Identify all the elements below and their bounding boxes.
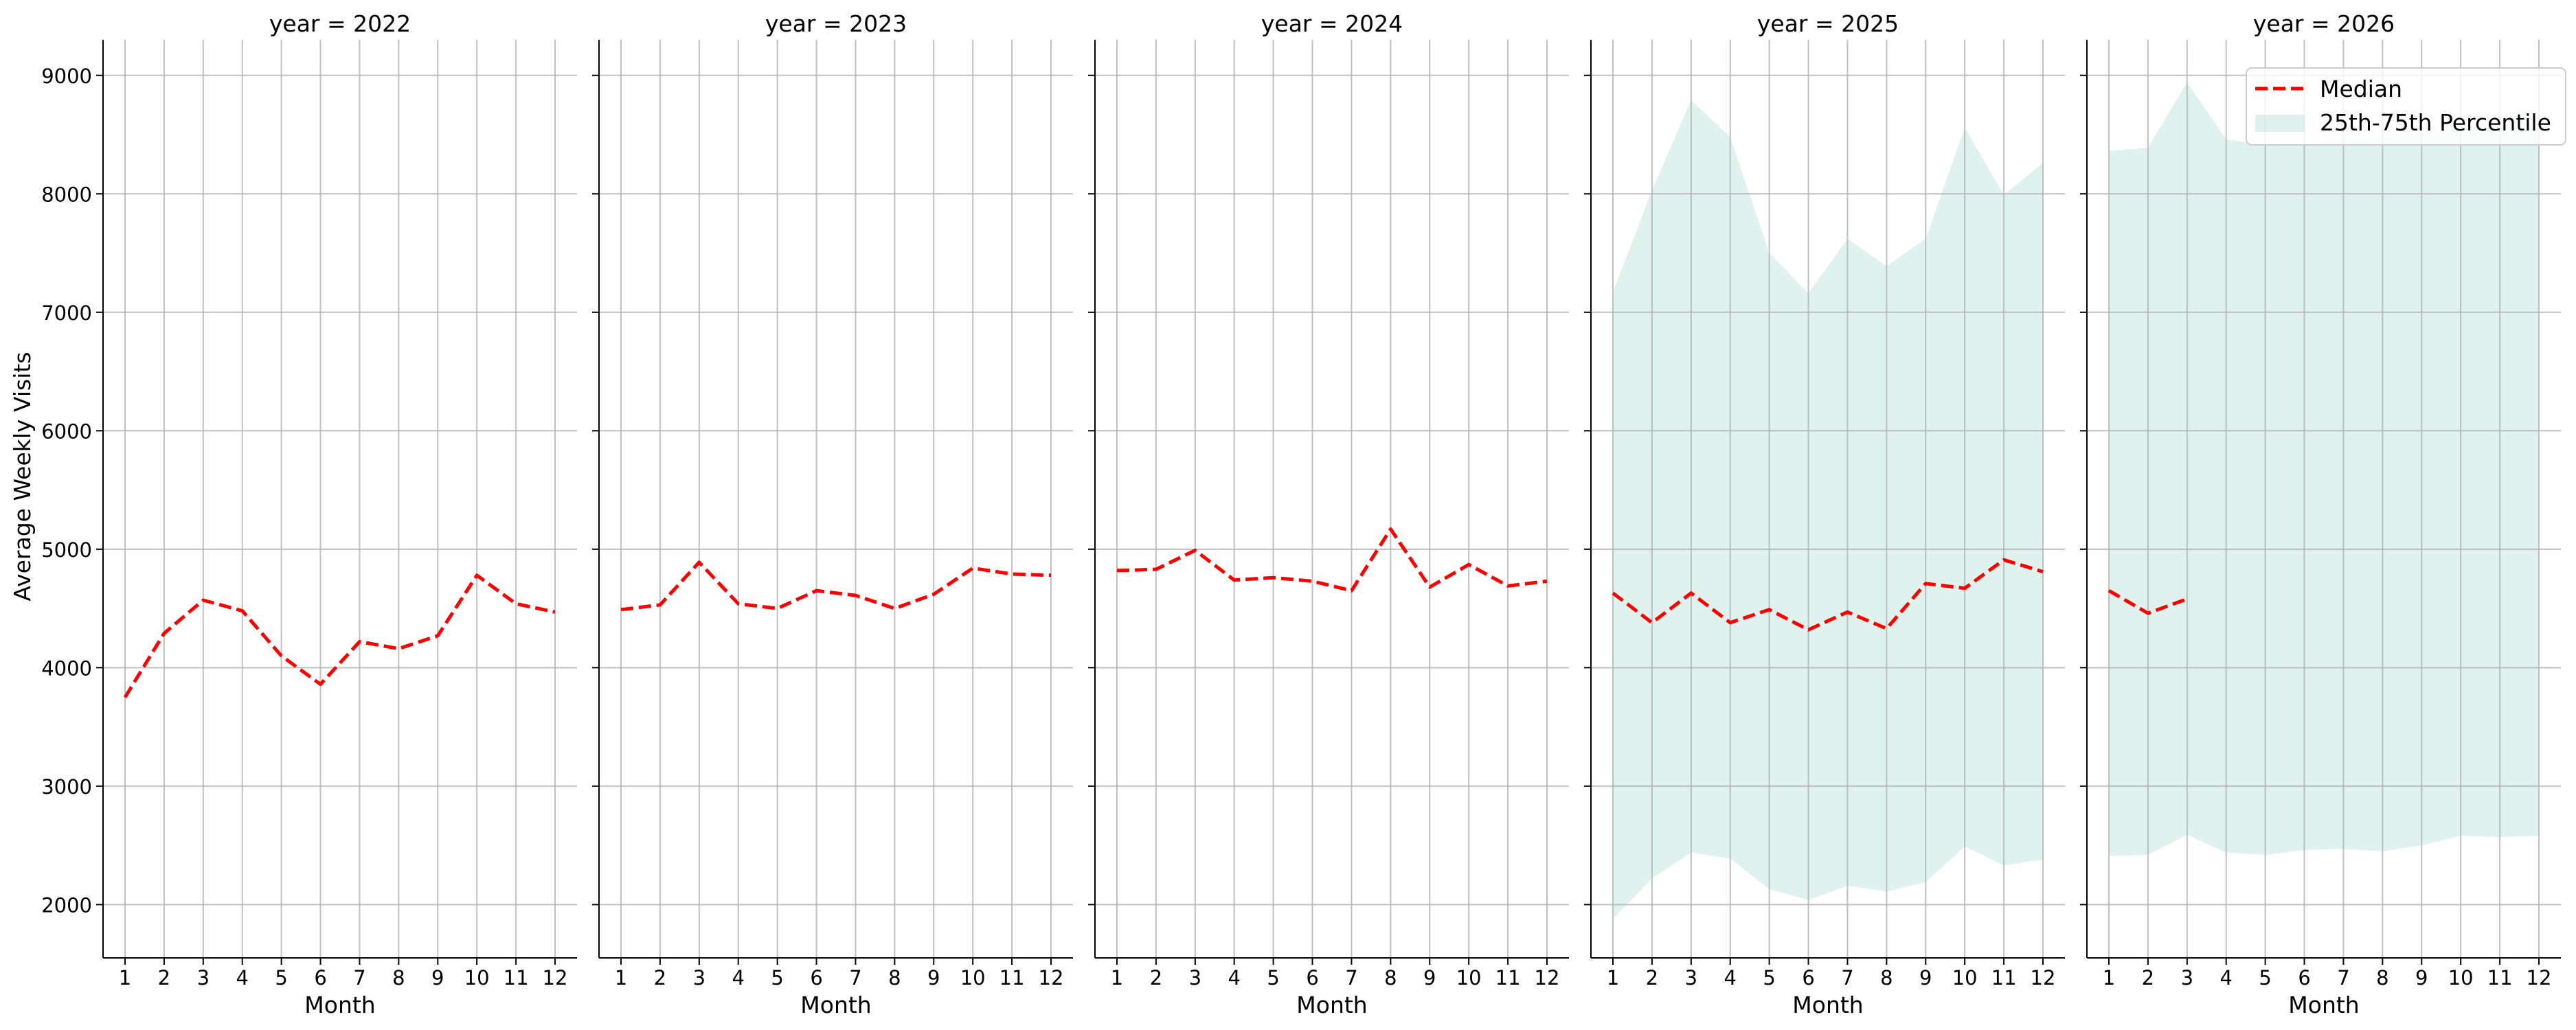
x-tick-label: 9 bbox=[431, 966, 444, 989]
x-tick-label: 4 bbox=[1228, 966, 1241, 989]
x-axis-label: Month bbox=[1296, 992, 1367, 1018]
x-axis-label: Month bbox=[2288, 992, 2359, 1018]
x-tick-label: 6 bbox=[1802, 966, 1814, 989]
x-tick-label: 7 bbox=[1841, 966, 1853, 989]
x-tick-label: 2 bbox=[158, 966, 170, 989]
x-tick-label: 4 bbox=[236, 966, 249, 989]
legend-median-label: Median bbox=[2320, 76, 2402, 102]
x-tick-label: 6 bbox=[810, 966, 822, 989]
median-line bbox=[1612, 558, 2044, 632]
y-tick-label: 8000 bbox=[41, 183, 92, 206]
x-tick-label: 5 bbox=[1763, 966, 1775, 989]
panel-title: year = 2024 bbox=[1261, 10, 1403, 37]
x-tick-label: 5 bbox=[771, 966, 783, 989]
x-axis-label: Month bbox=[304, 992, 375, 1018]
y-tick-label: 6000 bbox=[41, 420, 92, 443]
x-tick-label: 3 bbox=[2181, 966, 2193, 989]
x-tick-label: 10 bbox=[1952, 966, 1978, 989]
y-tick-label: 5000 bbox=[41, 538, 92, 562]
x-tick-label: 9 bbox=[1423, 966, 1436, 989]
legend: Median 25th-75th Percentile bbox=[2246, 67, 2566, 146]
x-tick-label: 5 bbox=[1267, 966, 1279, 989]
x-tick-label: 1 bbox=[119, 966, 131, 989]
y-axis-label: Average Weekly Visits bbox=[9, 352, 36, 601]
x-tick-label: 8 bbox=[1384, 966, 1397, 989]
x-tick-label: 11 bbox=[504, 966, 529, 989]
x-tick-label: 6 bbox=[1306, 966, 1318, 989]
x-tick-label: 2 bbox=[1646, 966, 1658, 989]
median-line bbox=[1116, 527, 1548, 593]
x-tick-label: 2 bbox=[2142, 966, 2154, 989]
percentile-band bbox=[1613, 100, 2043, 919]
panel-title: year = 2022 bbox=[269, 10, 411, 37]
x-tick-label: 12 bbox=[1039, 966, 1064, 989]
x-tick-label: 5 bbox=[275, 966, 287, 989]
x-tick-label: 6 bbox=[2298, 966, 2310, 989]
x-tick-label: 11 bbox=[999, 966, 1025, 989]
x-tick-label: 9 bbox=[1919, 966, 1932, 989]
x-tick-label: 9 bbox=[927, 966, 940, 989]
percentile-band bbox=[2109, 82, 2539, 856]
x-tick-label: 10 bbox=[960, 966, 986, 989]
x-tick-label: 3 bbox=[1685, 966, 1697, 989]
x-tick-label: 10 bbox=[2448, 966, 2474, 989]
x-tick-label: 4 bbox=[1724, 966, 1737, 989]
x-tick-label: 10 bbox=[1456, 966, 1482, 989]
x-tick-label: 9 bbox=[2415, 966, 2428, 989]
median-line bbox=[620, 560, 1052, 612]
x-axis-label: Month bbox=[800, 992, 871, 1018]
x-tick-label: 11 bbox=[1991, 966, 2017, 989]
legend-band-label: 25th-75th Percentile bbox=[2320, 109, 2551, 136]
y-tick-label: 7000 bbox=[41, 301, 92, 325]
x-tick-label: 6 bbox=[314, 966, 326, 989]
x-tick-label: 11 bbox=[2487, 966, 2513, 989]
x-tick-label: 12 bbox=[2031, 966, 2056, 989]
x-tick-label: 1 bbox=[615, 966, 627, 989]
x-tick-label: 12 bbox=[543, 966, 568, 989]
panel-title: year = 2026 bbox=[2253, 10, 2395, 37]
x-tick-label: 8 bbox=[888, 966, 901, 989]
x-tick-label: 4 bbox=[2220, 966, 2233, 989]
panel-title: year = 2023 bbox=[765, 10, 907, 37]
panel-title: year = 2025 bbox=[1757, 10, 1899, 37]
x-axis-label: Month bbox=[1792, 992, 1863, 1018]
x-tick-label: 5 bbox=[2259, 966, 2271, 989]
x-tick-label: 7 bbox=[2337, 966, 2349, 989]
y-tick-label: 3000 bbox=[41, 775, 92, 799]
x-tick-label: 3 bbox=[1189, 966, 1201, 989]
x-tick-label: 2 bbox=[654, 966, 666, 989]
x-tick-label: 1 bbox=[2103, 966, 2115, 989]
x-tick-label: 12 bbox=[2527, 966, 2552, 989]
median-line bbox=[123, 573, 556, 698]
x-tick-label: 1 bbox=[1111, 966, 1123, 989]
x-tick-label: 1 bbox=[1607, 966, 1619, 989]
x-tick-label: 3 bbox=[197, 966, 210, 989]
x-tick-label: 4 bbox=[732, 966, 745, 989]
x-tick-label: 2 bbox=[1150, 966, 1162, 989]
x-tick-label: 3 bbox=[693, 966, 705, 989]
x-tick-label: 7 bbox=[849, 966, 861, 989]
x-tick-label: 10 bbox=[464, 966, 490, 989]
x-tick-label: 12 bbox=[1535, 966, 1560, 989]
x-tick-label: 7 bbox=[353, 966, 365, 989]
x-tick-label: 8 bbox=[2376, 966, 2388, 989]
x-tick-label: 8 bbox=[392, 966, 405, 989]
y-tick-label: 4000 bbox=[41, 656, 92, 680]
legend-frame bbox=[2246, 67, 2566, 146]
x-tick-label: 11 bbox=[1495, 966, 1521, 989]
median-line bbox=[2108, 589, 2188, 615]
x-tick-label: 8 bbox=[1880, 966, 1893, 989]
legend-band-swatch bbox=[2255, 115, 2305, 132]
y-tick-label: 9000 bbox=[41, 65, 92, 88]
y-tick-label: 2000 bbox=[41, 893, 92, 917]
x-tick-label: 7 bbox=[1345, 966, 1357, 989]
